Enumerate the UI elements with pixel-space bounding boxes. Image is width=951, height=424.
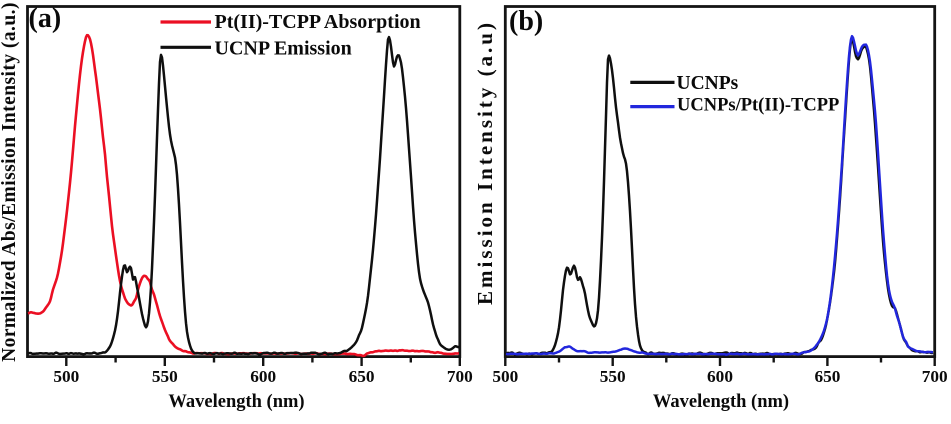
svg-text:550: 550	[152, 367, 178, 386]
svg-text:Wavelength (nm): Wavelength (nm)	[168, 392, 304, 412]
svg-text:650: 650	[814, 367, 840, 386]
svg-text:UCNPs/Pt(II)-TCPP: UCNPs/Pt(II)-TCPP	[677, 96, 839, 116]
svg-text:500: 500	[53, 367, 79, 386]
svg-text:600: 600	[707, 367, 733, 386]
svg-text:500: 500	[492, 367, 518, 386]
svg-text:Wavelength (nm): Wavelength (nm)	[653, 392, 789, 412]
svg-text:UCNPs: UCNPs	[677, 73, 739, 94]
svg-text:550: 550	[600, 367, 626, 386]
svg-text:Normalized Abs/Emission Intens: Normalized Abs/Emission Intensity (a.u.)	[0, 2, 20, 362]
svg-text:600: 600	[250, 367, 276, 386]
svg-text:Pt(II)-TCPP Absorption: Pt(II)-TCPP Absorption	[215, 11, 421, 33]
svg-text:(b): (b)	[509, 6, 543, 37]
svg-text:700: 700	[447, 367, 473, 386]
svg-text:650: 650	[349, 367, 375, 386]
svg-text:UCNP Emission: UCNP Emission	[215, 37, 352, 59]
svg-text:(a): (a)	[29, 3, 62, 34]
svg-text:Emission Intensity (a.u): Emission Intensity (a.u)	[473, 20, 497, 305]
svg-text:700: 700	[922, 367, 948, 386]
